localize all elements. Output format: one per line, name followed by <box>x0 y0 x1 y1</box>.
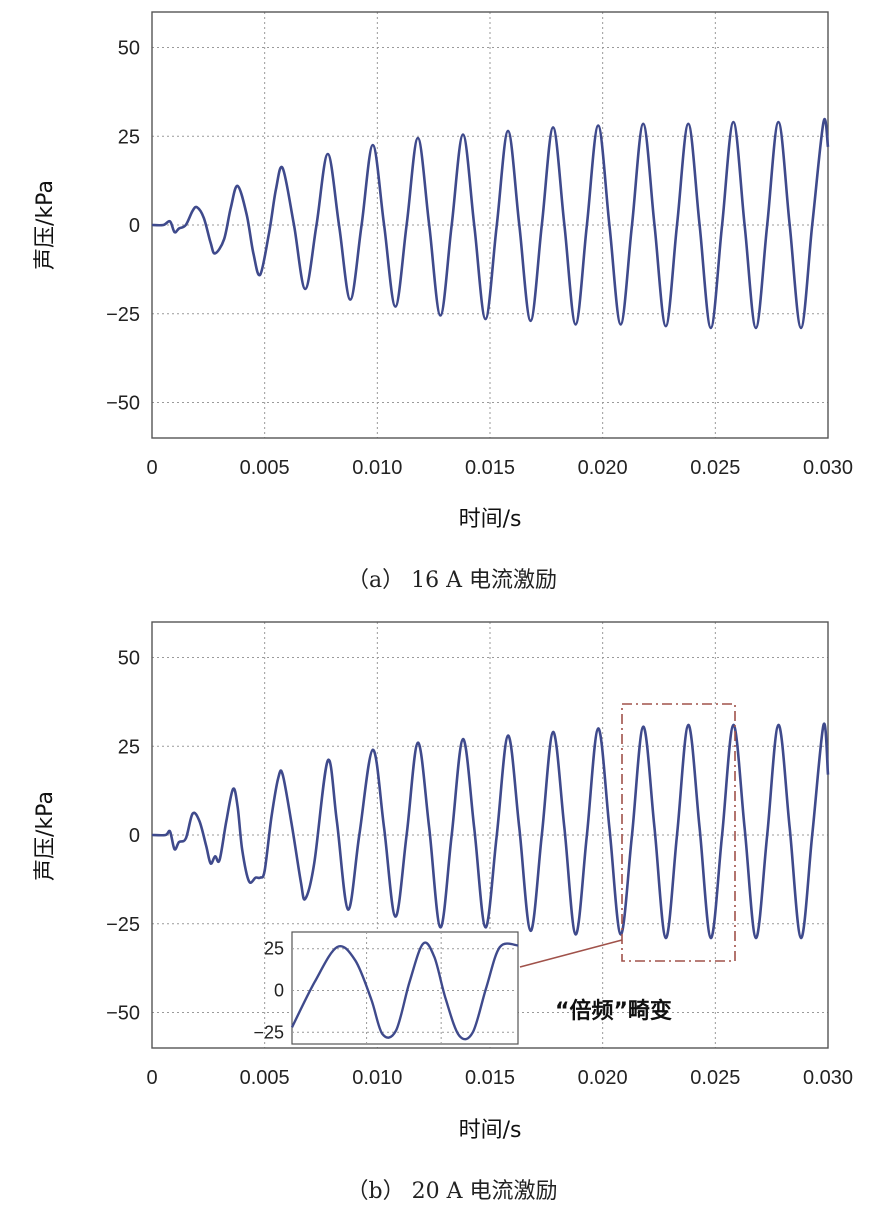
x-tick-label-a-0: 0 <box>146 457 157 479</box>
inset-series-line <box>290 941 519 1041</box>
y-tick-label-b-3: −25 <box>106 914 140 936</box>
x-axis-label-a: 时间/s <box>459 507 522 532</box>
x-tick-label-a-1: 0.005 <box>240 457 290 479</box>
y-tick-label-a-0: 50 <box>118 38 140 60</box>
x-ticks-a: 0 0.005 0.010 0.015 0.020 0.025 0.030 <box>146 457 853 479</box>
x-tick-label-a-4: 0.020 <box>578 457 628 479</box>
panel-b: 50 25 0 −25 −50 0 0.005 0.010 0.015 0.020 0.025 0.… <box>33 621 853 1204</box>
distortion-highlight-box <box>621 703 736 962</box>
caption-b: （b） 20 A 电流激励 <box>347 1179 558 1204</box>
y-tick-label-b-1: 25 <box>118 736 140 758</box>
inset-y-ticks: 25 0 −25 <box>253 939 284 1043</box>
x-tick-label-b-1: 0.005 <box>240 1067 290 1089</box>
x-tick-label-b-2: 0.010 <box>352 1067 402 1089</box>
x-tick-label-a-3: 0.015 <box>465 457 515 479</box>
y-tick-label-b-0: 50 <box>118 648 140 670</box>
x-tick-label-b-4: 0.020 <box>578 1067 628 1089</box>
x-tick-label-a-5: 0.025 <box>690 457 740 479</box>
series-line-a <box>151 117 830 330</box>
y-tick-label-b-4: −50 <box>106 1003 140 1025</box>
inset-plot: 25 0 −25 <box>253 931 519 1045</box>
x-tick-label-b-3: 0.015 <box>465 1067 515 1089</box>
x-tick-label-b-0: 0 <box>146 1067 157 1089</box>
y-tick-label-a-4: −50 <box>106 393 140 415</box>
inset-frame <box>291 931 519 1045</box>
annotation-connector <box>519 939 623 968</box>
y-axis-label-a: 声压/kPa <box>33 180 58 270</box>
y-ticks-b: 50 25 0 −25 −50 <box>106 648 140 1025</box>
inset-y-tick-label-0: 25 <box>264 939 284 959</box>
inset-y-tick-label-2: −25 <box>253 1022 284 1042</box>
caption-a: （a） 16 A 电流激励 <box>347 568 557 593</box>
series-line-b <box>151 722 830 940</box>
distortion-annotation: “倍频”畸变 <box>555 998 672 1024</box>
y-tick-label-a-1: 25 <box>118 126 140 148</box>
x-tick-label-a-2: 0.010 <box>352 457 402 479</box>
x-axis-label-b: 时间/s <box>459 1118 522 1143</box>
grid-a <box>152 12 828 438</box>
y-tick-label-b-2: 0 <box>129 825 140 847</box>
x-tick-label-b-6: 0.030 <box>803 1067 853 1089</box>
panel-a: 50 25 0 −25 −50 0 0.005 0.010 0.015 0.020 0.025 0.… <box>33 11 853 593</box>
x-tick-label-a-6: 0.030 <box>803 457 853 479</box>
x-ticks-b: 0 0.005 0.010 0.015 0.020 0.025 0.030 <box>146 1067 853 1089</box>
y-tick-label-a-3: −25 <box>106 304 140 326</box>
y-tick-label-a-2: 0 <box>129 215 140 237</box>
x-tick-label-b-5: 0.025 <box>690 1067 740 1089</box>
y-ticks-a: 50 25 0 −25 −50 <box>106 38 140 415</box>
inset-y-tick-label-1: 0 <box>274 981 284 1001</box>
y-axis-label-b: 声压/kPa <box>33 791 58 881</box>
